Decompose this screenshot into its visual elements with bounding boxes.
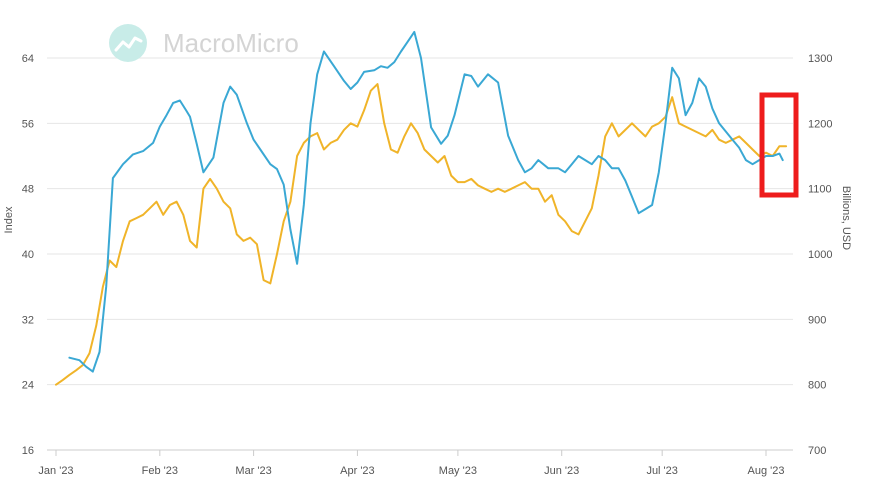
y-left-axis-title: Index	[3, 206, 15, 233]
y-right-tick-label: 700	[808, 445, 826, 457]
series-line-index	[68, 30, 784, 373]
x-tick-label: Apr '23	[340, 465, 375, 477]
x-tick-label: Aug '23	[748, 465, 785, 477]
y-left-tick-label: 64	[22, 53, 34, 65]
y-left-tick-label: 56	[22, 118, 34, 130]
x-tick-label: Mar '23	[235, 465, 271, 477]
y-left-tick-label: 32	[22, 314, 34, 326]
watermark-logo-icon	[109, 24, 147, 62]
x-tick-label: Jan '23	[38, 465, 73, 477]
y-left-tick-label: 16	[22, 445, 34, 457]
y-left-tick-label: 40	[22, 249, 34, 261]
watermark: MacroMicro	[109, 24, 299, 62]
gridlines: 16 24 32 40 48 56 64 700 800 900 1000 1100 1200 1300 J…	[22, 53, 833, 477]
y-right-tick-label: 1000	[808, 249, 832, 261]
x-tick-label: Jun '23	[544, 465, 579, 477]
x-tick-label: Feb '23	[142, 465, 178, 477]
watermark-logo-mark	[114, 36, 143, 52]
watermark-text: MacroMicro	[163, 28, 299, 58]
x-tick-label: Jul '23	[646, 465, 677, 477]
y-right-tick-label: 900	[808, 314, 826, 326]
y-left-tick-label: 24	[22, 380, 34, 392]
axes: Index Billions, USD	[3, 186, 852, 451]
highlight-box	[759, 92, 799, 198]
y-right-tick-label: 1300	[808, 53, 832, 65]
y-right-axis-title: Billions, USD	[840, 186, 852, 250]
series-lines	[55, 30, 788, 386]
y-left-tick-label: 48	[22, 184, 34, 196]
y-right-tick-label: 1100	[808, 184, 832, 196]
y-right-tick-label: 800	[808, 380, 826, 392]
y-right-tick-label: 1200	[808, 118, 832, 130]
x-tick-label: May '23	[439, 465, 477, 477]
series-line-billions	[55, 83, 788, 386]
